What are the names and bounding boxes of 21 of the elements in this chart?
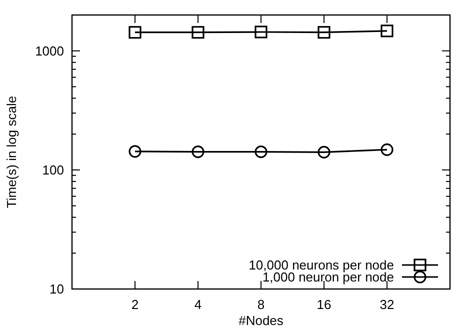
y-axis-title: Time(s) in log scale xyxy=(4,96,19,208)
point xyxy=(380,24,394,38)
point xyxy=(318,26,330,39)
y-tick-label: 10 xyxy=(50,282,64,297)
point xyxy=(192,145,204,158)
x-tick-label: 2 xyxy=(131,297,139,312)
point xyxy=(318,146,330,158)
x-tick-label: 4 xyxy=(194,297,202,312)
point xyxy=(254,26,268,38)
point xyxy=(192,26,204,39)
x-tick-label: 8 xyxy=(257,297,265,312)
x-axis-title: #Nodes xyxy=(238,313,284,328)
point xyxy=(380,143,394,156)
point xyxy=(128,145,142,158)
x-tick-label: 16 xyxy=(316,297,332,312)
y-tick-label: 100 xyxy=(42,162,64,178)
point xyxy=(254,145,268,158)
x-tick-label: 32 xyxy=(380,297,394,312)
y-tick-label: 1000 xyxy=(35,43,64,58)
legend-label: 10,000 neurons per node xyxy=(248,258,394,273)
point xyxy=(128,26,142,39)
